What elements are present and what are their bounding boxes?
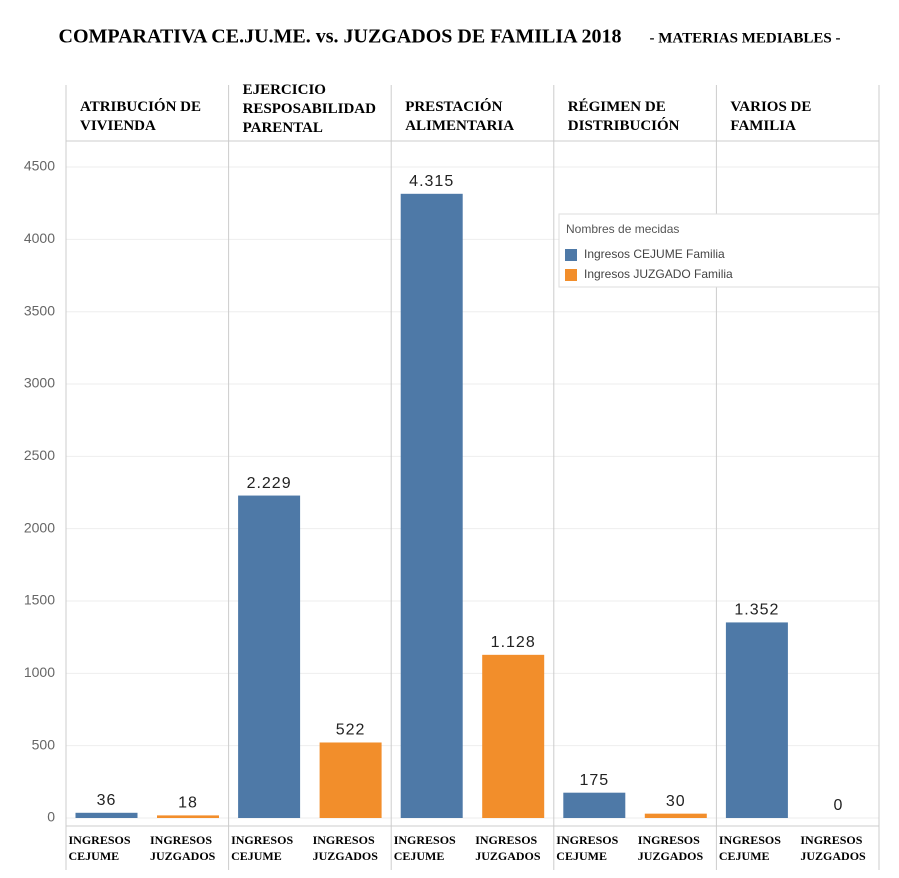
panel-header: EJERCICIO RESPOSABILIDAD PARENTAL	[242, 82, 376, 136]
x-tick-label: INGRESOS CEJUME	[231, 833, 294, 863]
panel-header: VARIOS DE FAMILIA	[730, 99, 812, 134]
chart-subtitle: - MATERIAS MEDIABLES -	[650, 30, 841, 46]
bar	[238, 495, 301, 818]
legend-title: Nombres de mecidas	[566, 222, 679, 236]
y-tick-label: 3000	[24, 375, 55, 391]
legend-swatch	[565, 269, 577, 281]
panel-header: ATRIBUCIÓN DE VIVIENDA	[80, 99, 201, 134]
bar	[482, 654, 545, 818]
x-tick-label: INGRESOS JUZGADOS	[312, 833, 378, 863]
y-tick-label: 500	[32, 736, 56, 752]
value-label: 175	[579, 772, 609, 789]
bar	[75, 812, 138, 818]
value-label: 18	[178, 795, 198, 812]
bar	[319, 742, 382, 818]
chart-title: COMPARATIVA CE.JU.ME. vs. JUZGADOS DE FA…	[59, 26, 622, 48]
x-tick-label: INGRESOS CEJUME	[718, 833, 781, 863]
legend-box	[558, 213, 880, 288]
x-tick-label: INGRESOS JUZGADOS	[800, 833, 866, 863]
panel-header: PRESTACIÓN ALIMENTARIA	[405, 99, 515, 134]
x-tick-label: INGRESOS CEJUME	[556, 833, 619, 863]
x-tick-label: INGRESOS CEJUME	[393, 833, 456, 863]
y-tick-label: 3500	[24, 302, 55, 318]
legend-label: Ingresos JUZGADO Familia	[584, 267, 733, 281]
y-tick-label: 1000	[24, 664, 55, 680]
x-tick-label: INGRESOS JUZGADOS	[637, 833, 704, 863]
x-tick-label: INGRESOS CEJUME	[68, 833, 131, 863]
y-tick-label: 0	[47, 809, 55, 825]
bar	[644, 813, 707, 818]
y-tick-label: 2500	[24, 447, 55, 463]
value-label: 1.128	[491, 634, 536, 651]
y-tick-label: 1500	[24, 592, 55, 608]
legend-swatch	[565, 249, 577, 261]
x-tick-label: INGRESOS JUZGADOS	[475, 833, 541, 863]
bar	[563, 792, 626, 818]
value-label: 4.315	[409, 173, 454, 190]
panel-header: RÉGIMEN DE DISTRIBUCIÓN	[567, 99, 680, 134]
value-label: 1.352	[734, 602, 779, 619]
bar	[725, 622, 788, 818]
value-label: 2.229	[247, 475, 292, 492]
bar	[400, 193, 463, 818]
y-tick-label: 4000	[24, 230, 55, 246]
value-label: 30	[666, 793, 686, 810]
y-tick-label: 2000	[24, 519, 55, 535]
value-label: 522	[336, 722, 366, 739]
legend-label: Ingresos CEJUME Familia	[584, 247, 725, 261]
bar	[157, 815, 219, 818]
value-label: 36	[97, 792, 117, 809]
y-tick-label: 4500	[24, 158, 55, 174]
value-label: 0	[833, 797, 843, 814]
x-tick-label: INGRESOS JUZGADOS	[150, 833, 216, 863]
